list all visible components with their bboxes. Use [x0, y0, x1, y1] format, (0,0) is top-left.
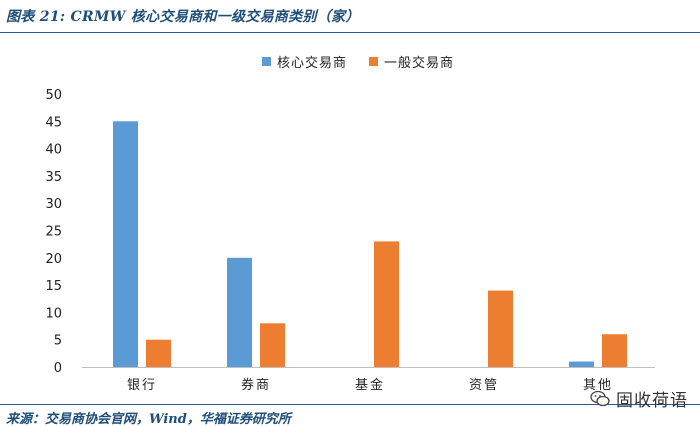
x-category-label: 资管	[469, 378, 499, 393]
bar-core	[227, 257, 252, 367]
y-tick-label: 10	[45, 306, 62, 321]
bar-general	[602, 334, 627, 367]
y-tick-label: 0	[54, 361, 62, 376]
watermark-text: 固收荷语	[616, 391, 688, 411]
chart-title: 图表 21: CRMW 核心交易商和一级交易商类别（家）	[6, 9, 360, 25]
bar-core	[569, 361, 594, 367]
chart-legend: 核心交易商 一般交易商	[262, 52, 454, 71]
y-tick-label: 35	[45, 170, 62, 185]
title-divider	[0, 32, 700, 33]
y-tick-label: 20	[45, 252, 62, 267]
y-tick-label: 40	[45, 143, 62, 158]
source-note: 来源：交易商协会官网，Wind，华福证券研究所	[6, 412, 291, 427]
x-category-label: 其他	[583, 378, 613, 393]
x-category-label: 券商	[241, 377, 271, 393]
x-category-label: 银行	[127, 378, 157, 393]
y-tick-label: 30	[45, 197, 62, 212]
legend-swatch-core	[262, 57, 271, 66]
bar-general	[374, 241, 399, 367]
legend-label-general: 一般交易商	[384, 56, 455, 71]
bar-general	[260, 323, 285, 367]
x-category-label: 基金	[355, 377, 385, 393]
y-tick-label: 5	[54, 334, 62, 349]
legend-item-general: 一般交易商	[369, 52, 454, 71]
wechat-icon	[590, 390, 610, 406]
x-axis-category-labels: 银行 券商 基金 资管 其他	[127, 377, 613, 393]
bar-general	[488, 290, 513, 367]
y-tick-label: 25	[45, 225, 62, 240]
footer-divider	[0, 404, 700, 405]
y-tick-label: 50	[45, 88, 62, 103]
legend-item-core: 核心交易商	[262, 52, 347, 71]
bar-core	[113, 121, 138, 367]
y-axis-tick-labels: 0 5 10 15 20 25 30 35 40 45 50	[45, 88, 62, 376]
bar-general	[146, 339, 171, 367]
legend-swatch-general	[369, 57, 379, 66]
bars	[113, 121, 627, 367]
legend-label-core: 核心交易商	[277, 56, 348, 71]
y-tick-label: 15	[45, 279, 62, 294]
watermark: 固收荷语	[590, 386, 688, 411]
y-tick-label: 45	[45, 115, 62, 130]
